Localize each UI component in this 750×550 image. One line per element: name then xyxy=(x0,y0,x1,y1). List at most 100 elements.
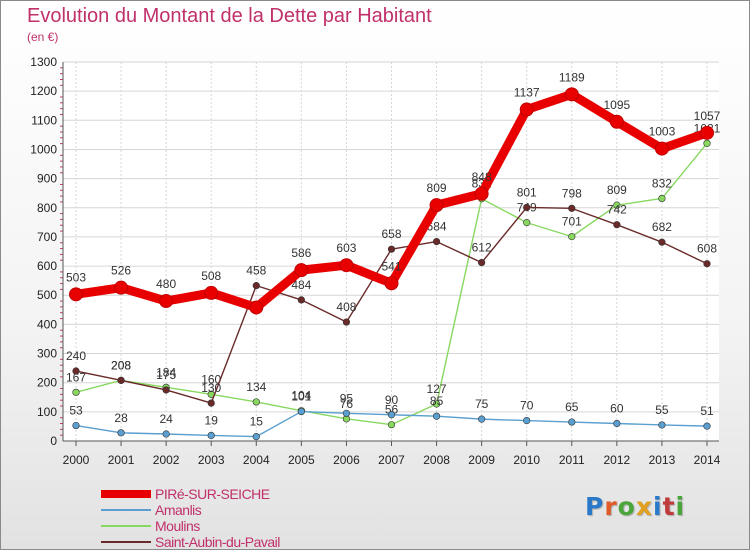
data-label: 127 xyxy=(427,382,447,396)
data-point xyxy=(429,198,444,213)
y-tick-label: 1300 xyxy=(30,55,57,69)
logo-letter: t xyxy=(662,492,676,521)
data-point xyxy=(72,367,80,375)
y-tick-label: 1000 xyxy=(30,142,57,156)
data-label: 167 xyxy=(66,370,86,384)
data-label: 160 xyxy=(201,372,221,386)
legend-label-moulins: Moulins xyxy=(155,518,200,534)
data-label: 184 xyxy=(156,365,176,379)
data-label: 742 xyxy=(607,203,627,217)
data-point xyxy=(432,412,441,420)
data-point xyxy=(252,398,260,406)
data-label: 612 xyxy=(472,241,492,255)
proxiti-logo: Proxiti xyxy=(585,492,685,521)
data-point xyxy=(114,280,129,295)
x-tick-label: 2002 xyxy=(153,453,180,467)
data-label: 798 xyxy=(562,186,582,200)
x-tick-label: 2008 xyxy=(423,453,450,467)
logo-letter: r xyxy=(604,492,618,521)
data-label: 51 xyxy=(700,404,714,418)
data-point xyxy=(609,114,624,129)
data-point xyxy=(523,203,531,212)
x-tick-label: 2001 xyxy=(108,453,135,467)
data-label: 458 xyxy=(246,264,266,278)
data-point xyxy=(432,237,441,246)
data-point xyxy=(72,388,80,396)
data-point xyxy=(162,430,170,438)
y-tick-label: 500 xyxy=(37,288,57,302)
data-label: 19 xyxy=(205,413,219,427)
y-tick-label: 0 xyxy=(50,434,57,448)
data-label: 408 xyxy=(336,300,356,314)
data-point xyxy=(294,263,309,278)
legend-item-amanlis: Amanlis xyxy=(101,502,280,518)
y-tick-label: 400 xyxy=(37,317,57,331)
data-label: 175 xyxy=(156,368,176,382)
legend-label-amanlis: Amanlis xyxy=(155,502,202,518)
y-tick-label: 1100 xyxy=(31,113,57,127)
data-label: 75 xyxy=(475,397,489,411)
data-label: 134 xyxy=(246,380,266,394)
data-label: 603 xyxy=(336,241,356,255)
data-point xyxy=(568,233,576,241)
data-point xyxy=(72,421,80,430)
series-0: 503 526 480 508 586 603 541 809 848 1137 1189 1095 1… xyxy=(66,70,721,315)
x-tick-label: 2012 xyxy=(604,453,631,467)
data-point xyxy=(207,431,215,440)
x-tick-label: 2011 xyxy=(559,453,585,467)
data-label: 484 xyxy=(291,278,311,292)
data-point xyxy=(159,294,174,309)
y-tick-label: 900 xyxy=(37,172,57,186)
x-tick-label: 2014 xyxy=(694,453,721,467)
data-label: 56 xyxy=(385,403,399,417)
data-point xyxy=(654,141,669,156)
data-label: 809 xyxy=(427,181,447,195)
data-point xyxy=(703,260,711,268)
data-label: 95 xyxy=(340,391,354,405)
data-point xyxy=(658,238,666,246)
data-point xyxy=(478,258,486,267)
legend-item-moulins: Moulins xyxy=(101,518,280,534)
series-3: 240 208 175 130 458 484 408 658 684 612 801 798 742 6… xyxy=(66,185,717,407)
x-tick-label: 2010 xyxy=(513,453,540,467)
data-point xyxy=(613,221,621,229)
chart-title: Evolution du Montant de la Dette par Hab… xyxy=(27,5,432,27)
data-label: 76 xyxy=(340,397,354,411)
data-point xyxy=(117,429,125,437)
data-point xyxy=(384,276,399,291)
data-label: 801 xyxy=(517,185,537,199)
legend-swatch-moulins xyxy=(101,525,151,527)
logo-letter: o xyxy=(617,492,636,521)
data-point xyxy=(519,102,534,117)
logo-letter: P xyxy=(585,492,605,521)
data-label: 480 xyxy=(156,277,176,291)
data-label: 55 xyxy=(655,403,669,417)
data-point xyxy=(700,125,714,140)
x-tick-label: 2004 xyxy=(243,453,270,467)
series-1: 53 28 24 19 15 101 95 90 85 75 70 65 60 55 51 xyxy=(69,390,714,441)
legend: PIRé-SUR-SEICHE Amanlis Moulins Saint-Au… xyxy=(101,486,280,550)
legend-label-saint-aubin: Saint-Aubin-du-Pavail xyxy=(155,534,280,550)
x-tick-label: 2006 xyxy=(333,453,360,467)
data-point xyxy=(387,245,396,253)
data-label: 85 xyxy=(430,394,444,408)
data-point xyxy=(342,409,351,417)
data-label: 130 xyxy=(201,381,221,395)
data-point xyxy=(297,407,305,416)
data-point xyxy=(204,285,219,300)
data-label: 104 xyxy=(291,389,311,403)
data-point xyxy=(613,419,621,428)
legend-swatch-pire xyxy=(101,490,151,498)
y-tick-label: 1200 xyxy=(30,84,57,98)
data-point xyxy=(613,201,621,209)
legend-item-saint-aubin: Saint-Aubin-du-Pavail xyxy=(101,534,280,550)
x-tick-label: 2009 xyxy=(468,453,495,467)
data-label: 586 xyxy=(291,246,311,260)
data-label: 208 xyxy=(111,358,131,372)
data-point xyxy=(117,376,125,384)
legend-swatch-amanlis xyxy=(101,509,151,511)
data-label: 240 xyxy=(66,349,86,363)
data-label: 208 xyxy=(111,358,131,372)
